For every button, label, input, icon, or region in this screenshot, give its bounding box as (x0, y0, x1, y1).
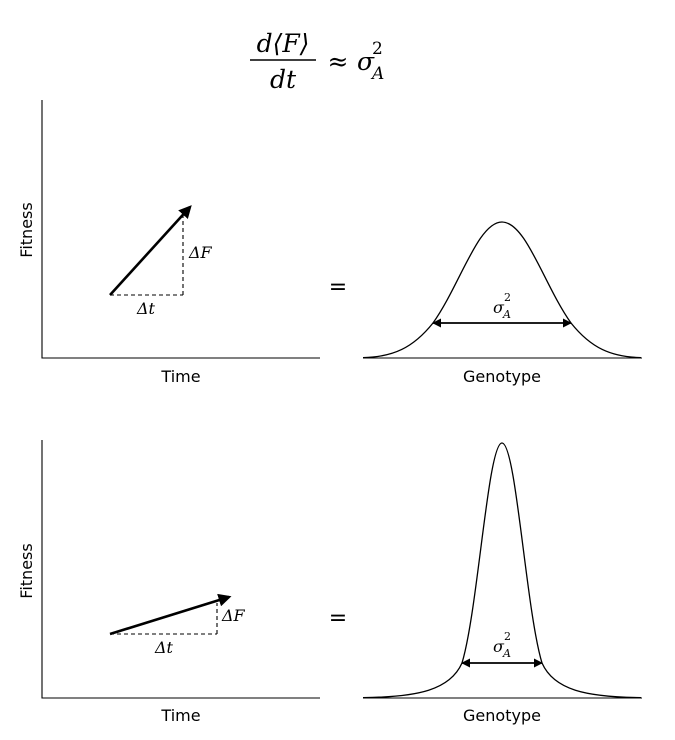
fitness-time-plot: Fitness Time Δt ΔF (17, 440, 320, 725)
delta-t-label: Δt (154, 638, 174, 657)
plot-axes (41, 100, 320, 359)
equation-numerator: d⟨F⟩ (257, 29, 310, 58)
plot-axes (41, 440, 320, 699)
title-equation: d⟨F⟩ dt ≈ σ 2 A (250, 29, 384, 94)
time-axis-label: Time (160, 706, 200, 725)
panel-top: Fitness Time Δt ΔF = σ 2 A Genotype (17, 100, 642, 386)
delta-t-label: Δt (136, 299, 156, 318)
wide-gaussian-curve (362, 221, 642, 359)
sigma-subscript: A (370, 64, 384, 84)
equation-denominator: dt (270, 65, 297, 94)
fitness-time-plot: Fitness Time Δt ΔF (17, 100, 320, 386)
sigma-symbol: σ (357, 47, 375, 76)
fitness-axis-label: Fitness (17, 202, 36, 257)
equals-sign: = (329, 275, 347, 300)
fitness-slope-arrow (109, 205, 192, 296)
genotype-distribution: σ 2 A Genotype (362, 221, 642, 386)
delta-f-label: ΔF (188, 243, 213, 262)
variance-subscript: A (502, 308, 511, 321)
variance-symbol: σ (493, 637, 505, 656)
variance-superscript: 2 (504, 291, 511, 304)
variance-symbol: σ (493, 298, 505, 317)
approx-symbol: ≈ (328, 47, 349, 76)
narrow-gaussian-curve (362, 442, 642, 699)
panel-bottom: Fitness Time Δt ΔF = σ 2 A Genotype (17, 440, 642, 725)
variance-subscript: A (502, 647, 511, 660)
equals-sign: = (329, 606, 347, 631)
variance-superscript: 2 (504, 630, 511, 643)
sigma-superscript: 2 (372, 39, 383, 59)
genotype-axis-label: Genotype (463, 706, 541, 725)
fitness-slope-arrow (109, 593, 232, 636)
genotype-distribution: σ 2 A Genotype (362, 442, 642, 725)
time-axis-label: Time (160, 367, 200, 386)
genotype-axis-label: Genotype (463, 367, 541, 386)
delta-f-label: ΔF (221, 606, 246, 625)
fitness-axis-label: Fitness (17, 543, 36, 598)
